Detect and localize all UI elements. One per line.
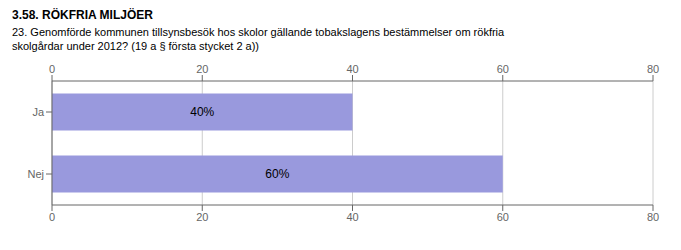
svg-text:40%: 40% — [190, 105, 214, 119]
svg-text:20: 20 — [196, 63, 208, 75]
svg-text:40: 40 — [346, 211, 358, 223]
svg-text:Ja: Ja — [32, 106, 45, 118]
svg-text:0: 0 — [49, 63, 55, 75]
svg-text:40: 40 — [346, 63, 358, 75]
html-text:23. Genomförde kommunen tillsy: 23. Genomförde kommunen tillsynsbesök ho… — [12, 26, 505, 52]
svg-text:80: 80 — [647, 63, 659, 75]
svg-text:60%: 60% — [265, 167, 289, 181]
svg-text:80: 80 — [647, 211, 659, 223]
svg-text:20: 20 — [196, 211, 208, 223]
svg-text:60: 60 — [497, 63, 509, 75]
svg-text:60: 60 — [497, 211, 509, 223]
html-text:3.58. RÖKFRIA MILJÖER: 3.58. RÖKFRIA MILJÖER — [12, 8, 153, 22]
svg-text:0: 0 — [49, 211, 55, 223]
svg-text:Nej: Nej — [27, 168, 44, 180]
